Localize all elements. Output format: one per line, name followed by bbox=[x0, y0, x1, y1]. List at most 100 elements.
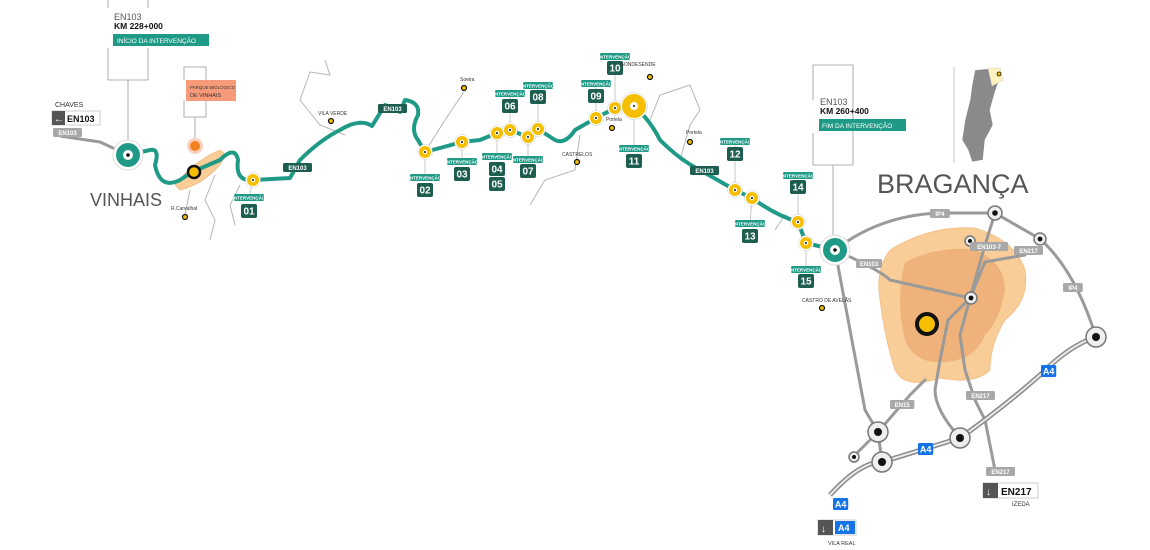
svg-text:IP4: IP4 bbox=[935, 212, 945, 218]
place-castro-de-avel-s: CASTRO DE AVELÃS bbox=[802, 297, 852, 312]
place-label: Portela bbox=[606, 117, 622, 123]
road-label-ip4-a: IP4 bbox=[930, 209, 950, 218]
park-line1: PARQUE BIOLÓGICO bbox=[190, 84, 236, 90]
end-callout: EN103 KM 260+400 FIM DA INTERVENÇÃO bbox=[812, 64, 906, 237]
svg-text:EN103: EN103 bbox=[860, 262, 879, 268]
intervention-11[interactable]: INTERVENÇÃO 11 bbox=[618, 92, 651, 169]
intervention-number: 10 bbox=[609, 64, 621, 75]
braganca-locator-dot bbox=[996, 71, 1002, 77]
intervention-03[interactable]: INTERVENÇÃO 03 bbox=[446, 134, 479, 182]
braganca-center-marker bbox=[915, 312, 939, 336]
intervention-01[interactable]: INTERVENÇÃO 01 bbox=[233, 172, 266, 219]
place-label: VILA VERDE bbox=[318, 111, 348, 117]
roundabout bbox=[848, 451, 860, 463]
place-dot bbox=[686, 138, 694, 146]
svg-text:EN103: EN103 bbox=[58, 131, 77, 137]
roundabout bbox=[871, 451, 893, 473]
place-r-carvalhal: R.Carvalhal bbox=[171, 206, 197, 221]
road-label-en103-7: EN103-7 bbox=[970, 242, 1009, 251]
a4-motorway-inner bbox=[829, 336, 1097, 496]
intervention-label: INTERVENÇÃO bbox=[522, 83, 555, 89]
roundabout bbox=[1085, 326, 1107, 348]
intervention-label: INTERVENÇÃO bbox=[481, 154, 514, 160]
intervention-label: INTERVENÇÃO bbox=[580, 81, 613, 87]
intervention-08[interactable]: INTERVENÇÃO 08 bbox=[522, 82, 555, 137]
road-label-en15: EN15 bbox=[890, 400, 915, 409]
exit-vila-real: ↓ A4 VILA REAL bbox=[817, 519, 857, 547]
intervention-number: 02 bbox=[419, 186, 431, 197]
place-portela: Portela bbox=[606, 117, 622, 132]
arrow-down-icon: ↓ bbox=[986, 487, 991, 498]
interventions: INTERVENÇÃO01INTERVENÇÃO02INTERVENÇÃO03I… bbox=[233, 53, 823, 288]
svg-text:EN217: EN217 bbox=[991, 470, 1010, 476]
roundabout bbox=[867, 421, 889, 443]
place-label: CASTRELOS bbox=[562, 152, 593, 158]
place-label: CASTRO DE AVELÃS bbox=[802, 297, 852, 304]
intervention-label: INTERVENÇÃO bbox=[409, 175, 442, 181]
intervention-number: 15 bbox=[800, 277, 812, 288]
vila-real-road: A4 bbox=[838, 523, 850, 533]
svg-text:A4: A4 bbox=[835, 500, 847, 510]
intervention-number: 06 bbox=[504, 102, 516, 113]
road-label-a4-c: A4 bbox=[1041, 365, 1057, 377]
intervention-05[interactable]: 05 bbox=[489, 177, 505, 191]
intervention-14[interactable]: INTERVENÇÃO 14 bbox=[782, 172, 815, 230]
road-label-a4-b: A4 bbox=[918, 443, 934, 455]
park-callout: PARQUE BIOLÓGICO DE VINHAIS bbox=[183, 66, 236, 154]
road-labels: EN103 EN103 EN103 EN103 IP4 IP4 EN103-7 EN217 EN… bbox=[53, 104, 1083, 510]
intervention-number: 09 bbox=[590, 92, 602, 103]
road-label-en103-a: EN103 bbox=[53, 128, 82, 137]
svg-text:EN217: EN217 bbox=[971, 394, 990, 400]
svg-text:IP4: IP4 bbox=[1068, 286, 1078, 292]
road-label-en217-a: EN217 bbox=[1014, 246, 1043, 255]
exit-izeda: ↓ EN217 IZEDA bbox=[982, 482, 1039, 508]
intervention-label: INTERVENÇÃO bbox=[446, 159, 479, 165]
intervention-09[interactable]: INTERVENÇÃO 09 bbox=[580, 80, 613, 126]
roundabout bbox=[964, 291, 978, 305]
roundabouts bbox=[848, 205, 1107, 473]
intervention-10[interactable]: INTERVENÇÃO 10 bbox=[599, 53, 632, 116]
intervention-06[interactable]: INTERVENÇÃO 06 bbox=[494, 90, 527, 138]
roundabout bbox=[987, 205, 1003, 221]
place-dot bbox=[327, 117, 335, 125]
place-dot bbox=[646, 73, 654, 81]
intervention-02[interactable]: INTERVENÇÃO 02 bbox=[409, 144, 442, 198]
intervention-number: 03 bbox=[456, 170, 468, 181]
park-line2: DE VINHAIS bbox=[190, 93, 222, 99]
intervention-13[interactable]: INTERVENÇÃO 13 bbox=[734, 190, 767, 244]
place-label: GONDESENDE bbox=[620, 62, 656, 68]
place-portela: Portela bbox=[686, 130, 702, 146]
arrow-left-icon: ← bbox=[54, 114, 64, 125]
intervention-07[interactable]: INTERVENÇÃO 07 bbox=[512, 129, 545, 179]
braganca-title: BRAGANÇA bbox=[877, 169, 1029, 199]
road-label-en217-c: EN217 bbox=[986, 467, 1015, 476]
intervention-label: INTERVENÇÃO bbox=[719, 139, 752, 145]
place-label: Portela bbox=[686, 130, 702, 136]
intervention-label: INTERVENÇÃO bbox=[734, 221, 767, 227]
vila-real-place: VILA REAL bbox=[828, 541, 856, 547]
chaves-place: CHAVES bbox=[55, 102, 84, 109]
izeda-place: IZEDA bbox=[1012, 502, 1030, 508]
road-label-en103-d: EN103 bbox=[690, 166, 719, 175]
start-road: EN103 bbox=[114, 12, 142, 22]
intervention-12[interactable]: INTERVENÇÃO 12 bbox=[719, 138, 752, 198]
place-dot bbox=[460, 84, 468, 92]
svg-text:A4: A4 bbox=[920, 445, 932, 455]
end-label: FIM DA INTERVENÇÃO bbox=[822, 121, 892, 130]
place-soeira: Soeira bbox=[460, 77, 475, 92]
arrow-down-icon: ↓ bbox=[821, 524, 826, 535]
place-dot bbox=[181, 213, 189, 221]
intervention-15[interactable]: INTERVENÇÃO 15 bbox=[790, 235, 823, 289]
intervention-label: INTERVENÇÃO bbox=[494, 91, 527, 97]
intervention-number: 08 bbox=[532, 93, 544, 104]
intervention-number: 12 bbox=[729, 150, 741, 161]
en103-intervention-route bbox=[127, 98, 836, 252]
intervention-number: 01 bbox=[243, 207, 255, 218]
intervention-label: INTERVENÇÃO bbox=[512, 157, 545, 163]
intervention-number: 11 bbox=[629, 157, 640, 168]
svg-text:A4: A4 bbox=[1043, 367, 1055, 377]
road-label-a4-a: A4 bbox=[833, 498, 849, 510]
intervention-label: INTERVENÇÃO bbox=[599, 54, 632, 60]
place-label: Soeira bbox=[460, 77, 475, 83]
